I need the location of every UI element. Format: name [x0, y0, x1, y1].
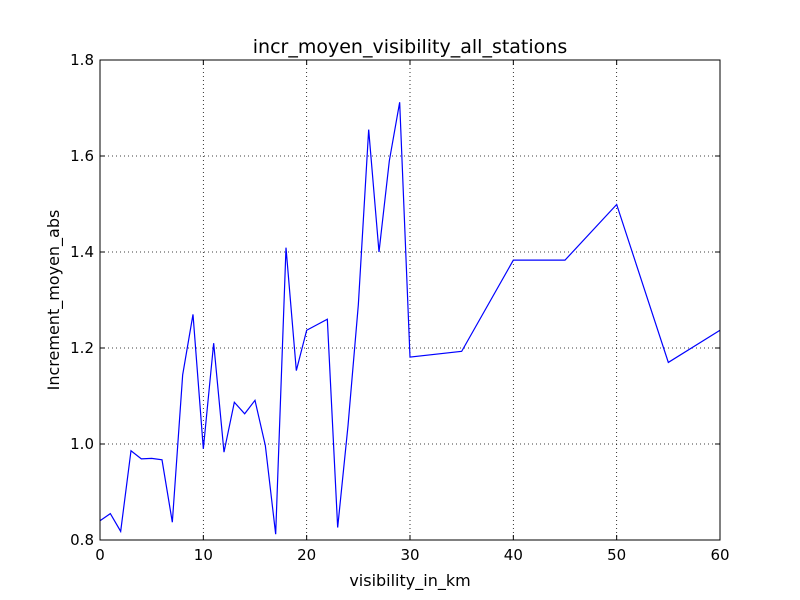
x-tick-label: 40: [504, 546, 523, 564]
x-axis: 0 10 20 30 40 50 60: [95, 60, 730, 564]
y-axis-label: Increment_moyen_abs: [44, 210, 64, 391]
x-tick-label: 50: [607, 546, 626, 564]
y-tick-label: 1.0: [70, 435, 94, 453]
y-tick-label: 1.6: [70, 147, 94, 165]
y-tick-label: 1.4: [70, 243, 94, 261]
x-tick-label: 20: [297, 546, 316, 564]
series-line: [99, 102, 721, 535]
x-tick-label: 10: [194, 546, 213, 564]
y-axis: 0.8 1.0 1.2 1.4 1.6 1.8: [70, 51, 720, 549]
chart-title: incr_moyen_visibility_all_stations: [253, 36, 567, 58]
x-tick-label: 0: [95, 546, 105, 564]
y-tick-label: 0.8: [70, 531, 94, 549]
y-tick-label: 1.8: [70, 51, 94, 69]
x-tick-label: 60: [710, 546, 729, 564]
x-axis-label: visibility_in_km: [349, 571, 470, 591]
y-tick-label: 1.2: [70, 339, 94, 357]
grid: [99, 59, 721, 541]
x-tick-label: 30: [400, 546, 419, 564]
